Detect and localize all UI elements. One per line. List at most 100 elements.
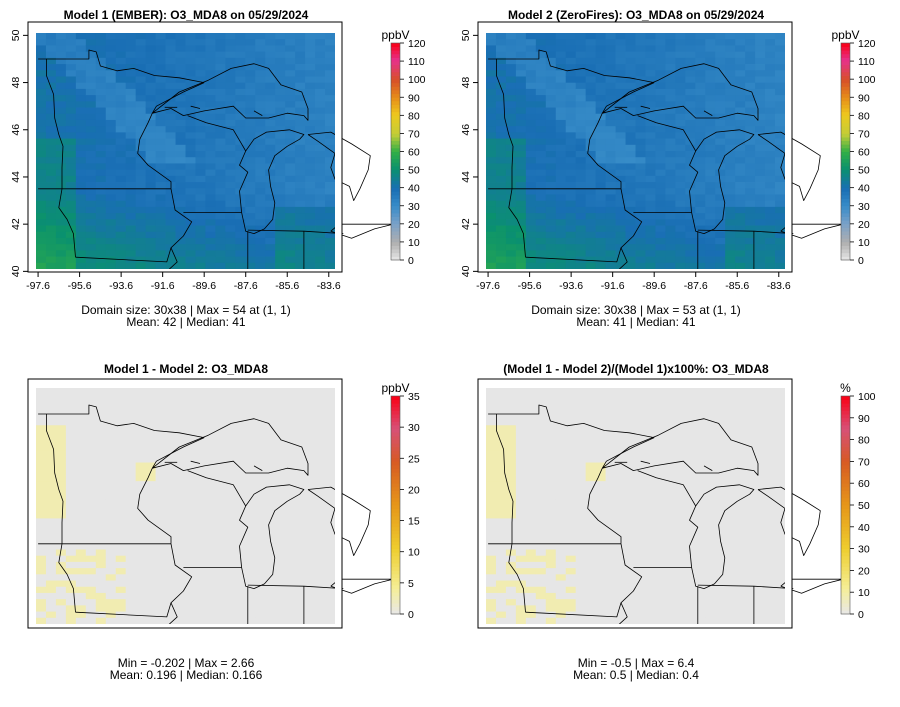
- heatmap-cell: [725, 163, 736, 171]
- heatmap-cell: [755, 394, 766, 401]
- heatmap-cell: [755, 151, 766, 158]
- heatmap-cell: [45, 611, 57, 619]
- heatmap-cell: [615, 88, 626, 96]
- heatmap-cell: [175, 412, 186, 420]
- heatmap-cell: [486, 119, 497, 127]
- heatmap-cell: [305, 605, 316, 612]
- heatmap-cell: [135, 70, 147, 77]
- heatmap-cell: [195, 206, 206, 214]
- x-tick-label: -91.6: [601, 280, 625, 292]
- heatmap-cell: [705, 524, 716, 532]
- heatmap-cell: [615, 138, 626, 146]
- heatmap-cell: [255, 82, 266, 90]
- heatmap-cell: [36, 605, 47, 612]
- heatmap-cell: [245, 107, 256, 115]
- heatmap-cell: [515, 586, 527, 594]
- heatmap-cell: [245, 605, 256, 612]
- heatmap-cell: [645, 506, 656, 513]
- heatmap-cell: [125, 225, 137, 233]
- heatmap-cell: [185, 225, 196, 233]
- heatmap-cell: [145, 51, 156, 59]
- heatmap-cell: [175, 605, 186, 612]
- heatmap-cell: [65, 592, 77, 600]
- heatmap-cell: [535, 431, 547, 439]
- heatmap-cell: [155, 394, 166, 401]
- heatmap-cell: [85, 200, 97, 208]
- heatmap-cell: [575, 225, 587, 233]
- heatmap-cell: [145, 101, 156, 108]
- heatmap-cell: [495, 493, 507, 501]
- heatmap-cell: [235, 561, 246, 569]
- heatmap-cell: [615, 225, 626, 233]
- colorbar-segment: [391, 403, 400, 408]
- heatmap-cell: [215, 599, 226, 606]
- colorbar-tick-label: 20: [408, 219, 420, 231]
- heatmap-cell: [155, 119, 166, 127]
- heatmap-cell: [585, 206, 597, 214]
- heatmap-cell: [595, 537, 606, 544]
- heatmap-cell: [275, 151, 286, 158]
- heatmap-cell: [705, 506, 716, 513]
- heatmap-cell: [135, 132, 147, 139]
- heatmap-cell: [125, 237, 137, 245]
- heatmap-cell: [725, 555, 736, 563]
- heatmap-cell: [685, 262, 696, 270]
- heatmap-cell: [615, 443, 626, 451]
- heatmap-cell: [535, 126, 547, 133]
- heatmap-cell: [145, 188, 156, 195]
- colorbar-segment: [391, 202, 400, 207]
- heatmap-cell: [235, 425, 246, 432]
- heatmap-cell: [505, 512, 517, 519]
- heatmap-cell: [665, 76, 676, 84]
- heatmap-cell: [635, 200, 646, 208]
- heatmap-cell: [655, 200, 666, 208]
- heatmap-cell: [495, 580, 507, 588]
- heatmap-cell: [95, 119, 107, 127]
- heatmap-cell: [525, 200, 537, 208]
- heatmap-cell: [495, 45, 507, 53]
- heatmap-cell: [655, 51, 666, 59]
- heatmap-cell: [505, 599, 517, 606]
- heatmap-cell: [685, 231, 696, 239]
- heatmap-cell: [265, 262, 276, 270]
- heatmap-cell: [245, 592, 256, 600]
- heatmap-cell: [625, 561, 636, 569]
- heatmap-cell: [36, 163, 47, 171]
- heatmap-cell: [625, 250, 636, 257]
- heatmap-cell: [715, 524, 726, 532]
- heatmap-cell: [185, 244, 196, 251]
- heatmap-cell: [325, 157, 336, 164]
- heatmap-cell: [95, 568, 107, 575]
- frame-mask: [478, 624, 792, 628]
- heatmap-cell: [725, 144, 736, 152]
- heatmap-cell: [285, 431, 296, 439]
- heatmap-cell: [715, 481, 726, 488]
- heatmap-cell: [255, 561, 266, 569]
- heatmap-cell: [315, 568, 326, 575]
- heatmap-cell: [75, 530, 87, 538]
- heatmap-cell: [705, 70, 716, 77]
- heatmap-cell: [165, 151, 176, 158]
- heatmap-cell: [595, 530, 606, 538]
- heatmap-cell: [555, 406, 567, 414]
- heatmap-cell: [615, 188, 626, 195]
- heatmap-cell: [325, 244, 336, 251]
- heatmap-cell: [205, 107, 216, 115]
- heatmap-cell: [675, 506, 686, 513]
- heatmap-cell: [275, 468, 286, 476]
- y-tick-label: 46: [10, 124, 22, 136]
- heatmap-cell: [85, 175, 97, 183]
- heatmap-cell: [285, 126, 296, 133]
- heatmap-cell: [555, 617, 567, 625]
- heatmap-cell: [635, 481, 646, 488]
- heatmap-cell: [515, 611, 527, 619]
- heatmap-cell: [705, 592, 716, 600]
- heatmap-cell: [255, 256, 266, 264]
- heatmap-cell: [225, 524, 236, 532]
- colorbar-segment: [391, 432, 400, 437]
- heatmap-cell: [535, 33, 547, 40]
- heatmap-cell: [675, 518, 686, 526]
- heatmap-cell: [275, 580, 286, 588]
- heatmap-cell: [745, 419, 756, 426]
- heatmap-cell: [95, 88, 107, 96]
